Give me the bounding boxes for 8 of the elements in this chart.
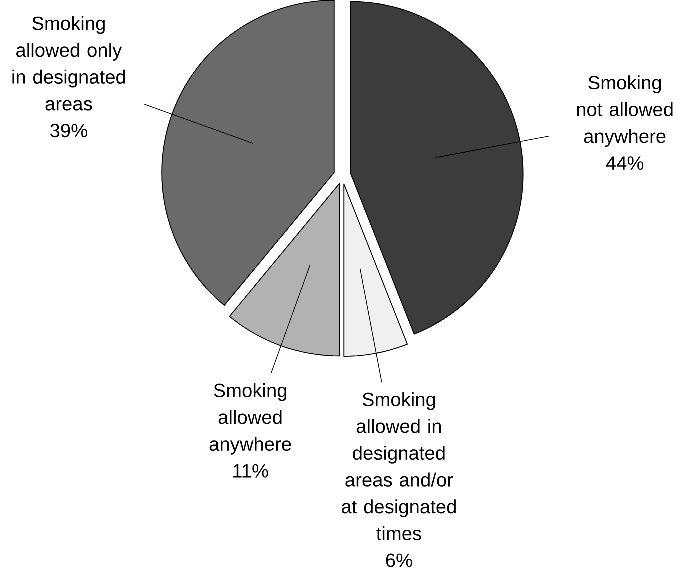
slice-label: Smoking allowed anywhere <box>210 383 292 455</box>
data-label: 44% <box>606 156 644 170</box>
slice-label: Smoking allowed in designated areas and/or at designated times <box>342 392 456 540</box>
data-label: 6% <box>386 554 412 568</box>
data-label: 11% <box>234 464 268 478</box>
data-label: 39% <box>50 124 88 138</box>
slice-label: Smoking allowed only in designated areas <box>12 16 126 111</box>
slice-label: Smoking not allowed anywhere <box>577 75 673 147</box>
